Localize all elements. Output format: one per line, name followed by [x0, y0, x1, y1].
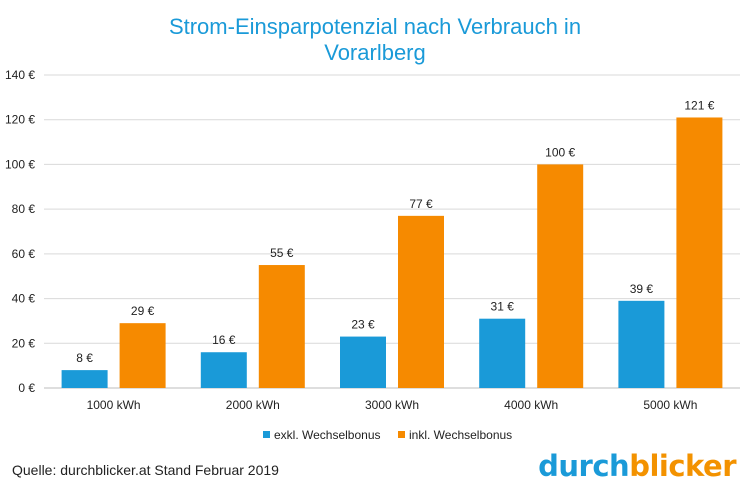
data-labels: 8 € 29 € 16 € 55 € 23 € 77 € 31 € 100 € 39 € 121 … — [76, 98, 714, 365]
y-tick-label: 80 € — [12, 202, 36, 216]
y-tick-label: 100 € — [5, 157, 35, 171]
x-tick-label: 4000 kWh — [504, 398, 558, 412]
bar-exkl-5 — [618, 300, 665, 388]
y-tick-label: 0 € — [18, 381, 35, 395]
bar-exkl-1 — [61, 370, 108, 388]
y-tick-label: 140 € — [5, 68, 35, 82]
y-tick-label: 60 € — [12, 247, 36, 261]
grid-lines — [44, 74, 740, 389]
bar-inkl-4 — [537, 164, 584, 388]
bar-inkl-1 — [119, 323, 166, 388]
data-label: 31 € — [491, 300, 515, 314]
bar-exkl-4 — [479, 318, 526, 388]
data-label: 121 € — [684, 98, 714, 112]
data-label: 29 € — [131, 304, 155, 318]
x-tick-label: 3000 kWh — [365, 398, 419, 412]
source-note: Quelle: durchblicker.at Stand Februar 20… — [12, 462, 279, 478]
logo-text-blicker: blicker — [629, 449, 736, 483]
x-tick-label: 1000 kWh — [87, 398, 141, 412]
bar-inkl-5 — [676, 117, 723, 388]
bars — [61, 117, 723, 388]
data-label: 23 € — [351, 318, 375, 332]
data-label: 16 € — [212, 333, 236, 347]
legend-label: inkl. Wechselbonus — [409, 428, 512, 442]
chart-title: Strom-Einsparpotenzial nach Verbrauch in… — [0, 14, 750, 66]
chart-title-line-1: Strom-Einsparpotenzial nach Verbrauch in — [168, 14, 582, 39]
x-axis-tick-labels: 1000 kWh 2000 kWh 3000 kWh 4000 kWh 5000 kWh — [87, 398, 698, 412]
chart-title-line-2: Vorarlberg — [324, 40, 426, 65]
y-tick-label: 20 € — [12, 336, 36, 350]
x-tick-label: 5000 kWh — [643, 398, 697, 412]
data-label: 39 € — [630, 282, 654, 296]
data-label: 8 € — [76, 351, 93, 365]
data-label: 77 € — [409, 197, 433, 211]
durchblicker-logo: durchblicker — [538, 449, 736, 483]
y-tick-label: 40 € — [12, 292, 36, 306]
y-axis-tick-labels: 0 € 20 € 40 € 60 € 80 € 100 € 120 € 140 € — [5, 68, 35, 395]
logo-text-durch: durch — [538, 449, 630, 483]
data-label: 100 € — [545, 145, 575, 159]
legend-swatch — [398, 431, 405, 438]
x-tick-label: 2000 kWh — [226, 398, 280, 412]
legend: exkl. Wechselbonus inkl. Wechselbonus — [263, 428, 512, 442]
y-tick-label: 120 € — [5, 113, 35, 127]
bar-inkl-2 — [258, 265, 305, 388]
bar-exkl-3 — [340, 336, 386, 388]
legend-label: exkl. Wechselbonus — [274, 428, 381, 442]
data-label: 55 € — [270, 246, 294, 260]
bar-inkl-3 — [398, 215, 444, 388]
legend-swatch — [263, 431, 270, 438]
bar-exkl-2 — [200, 352, 247, 388]
